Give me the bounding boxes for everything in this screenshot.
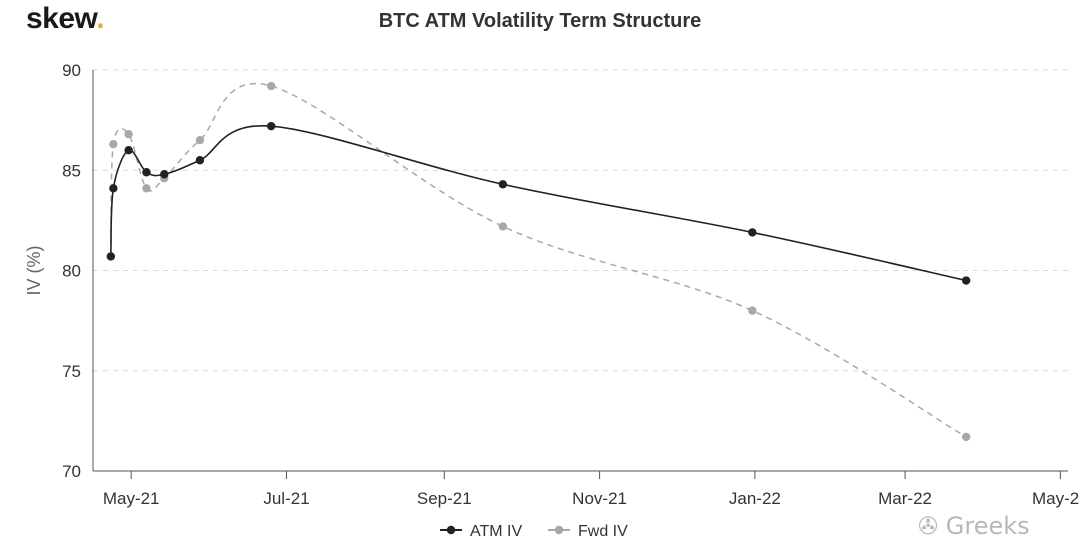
legend-atm-iv-marker [446, 525, 456, 535]
x-tick-label: Mar-22 [878, 489, 932, 508]
y-tick-label: 80 [62, 262, 81, 281]
x-tick-label: Jul-21 [263, 489, 309, 508]
atm-iv-point [142, 168, 151, 177]
fwd-iv-line [110, 83, 967, 438]
wechat-icon: ✇ [918, 512, 939, 540]
atm-iv-point [498, 180, 508, 189]
atm-iv-point [266, 121, 276, 131]
legend-fwd-iv-label: Fwd IV [578, 523, 628, 540]
y-tick-label: 85 [62, 161, 81, 180]
y-tick-label: 75 [62, 362, 81, 381]
chart-title: BTC ATM Volatility Term Structure [378, 10, 702, 32]
atm-iv-point [195, 156, 205, 165]
x-tick-label: May-21 [103, 489, 160, 508]
legend-fwd-iv-marker [554, 525, 564, 535]
legend[interactable]: ATM IV Fwd IV [440, 523, 628, 540]
fwd-iv-point [195, 135, 205, 145]
series-lines [110, 83, 967, 438]
y-tick-label: 90 [62, 61, 81, 80]
gridlines [93, 69, 1068, 372]
atm-iv-point [160, 170, 169, 179]
fwd-iv-point [748, 306, 757, 315]
atm-iv-point [124, 146, 133, 155]
legend-atm-iv-label: ATM IV [470, 523, 522, 540]
watermark: ✇ Greeks [918, 512, 1030, 540]
fwd-iv-point [961, 432, 971, 442]
fwd-iv-point [124, 129, 133, 139]
x-tick-label: Jan-22 [729, 489, 781, 508]
fwd-iv-point [109, 139, 118, 149]
atm-iv-line [110, 125, 967, 282]
atm-iv-point [109, 184, 118, 193]
y-tick-label: 70 [62, 462, 81, 481]
axes: 70 75 80 85 90 IV (%) May-21 Jul-21 Sep-21 Nov-21… [24, 61, 1080, 508]
x-tick-label: May-22 [1032, 489, 1080, 508]
fwd-iv-point [266, 81, 276, 91]
x-tick-label: Nov-21 [572, 489, 627, 508]
fwd-iv-point [498, 222, 508, 231]
x-tick-label: Sep-21 [417, 489, 472, 508]
atm-iv-point [961, 276, 971, 285]
skew-logo: skew. [26, 2, 105, 35]
atm-iv-point [748, 228, 757, 237]
series-points [106, 81, 971, 442]
y-axis-label: IV (%) [24, 245, 44, 295]
atm-iv-point [106, 252, 116, 261]
fwd-iv-point [142, 184, 151, 193]
